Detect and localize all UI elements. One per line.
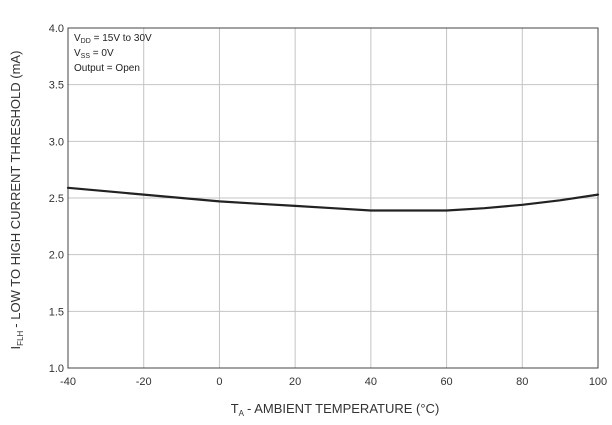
annotation-line: VDD = 15V to 30V [74,33,152,45]
annotation-line: VSS = 0V [74,48,114,60]
x-tick-label: 20 [289,376,301,388]
y-axis-title-text: - LOW TO HIGH CURRENT THRESHOLD (mA) [8,51,23,328]
x-axis-title-text: - AMBIENT TEMPERATURE (°C) [247,401,439,416]
y-tick-label: 3.0 [49,136,64,148]
x-tick-labels: -40 -20 0 20 40 60 80 100 [60,376,607,388]
annotation-subscript: DD [81,38,91,45]
x-axis-title: TA - AMBIENT TEMPERATURE (°C) [231,401,440,418]
annotation-main: V [74,48,81,59]
x-tick-label: 60 [440,376,452,388]
y-tick-label: 2.0 [49,250,64,262]
x-axis-title-subscript: A [239,409,245,418]
y-axis-title: IFLH - LOW TO HIGH CURRENT THRESHOLD (mA) [8,51,25,350]
annotation-main: Output = Open [74,63,140,74]
x-tick-label: -20 [136,376,152,388]
x-tick-label: 0 [216,376,222,388]
y-tick-label: 4.0 [49,23,64,35]
x-axis-title-main: T [231,401,239,416]
annotation-text: = 0V [90,48,114,59]
grid [67,27,599,369]
annotation-line: Output = Open [74,63,140,74]
y-axis-title-main: I [8,346,23,350]
y-tick-labels: 1.0 1.5 2.0 2.5 3.0 3.5 4.0 [49,23,64,375]
y-tick-label: 1.0 [49,363,64,375]
y-tick-label: 2.5 [49,193,64,205]
x-tick-label: 40 [365,376,377,388]
annotation-text: = 15V to 30V [91,33,152,44]
series-group [66,186,600,212]
plot-frame [67,27,599,369]
y-tick-label: 1.5 [49,306,64,318]
annotation-subscript: SS [81,53,91,60]
y-axis-title-subscript: FLH [16,330,25,345]
x-tick-label: 80 [516,376,528,388]
y-tick-label: 3.5 [49,80,64,92]
annotation-main: V [74,33,81,44]
x-tick-label: -40 [60,376,76,388]
series-line [66,186,600,212]
x-tick-label: 100 [589,376,607,388]
